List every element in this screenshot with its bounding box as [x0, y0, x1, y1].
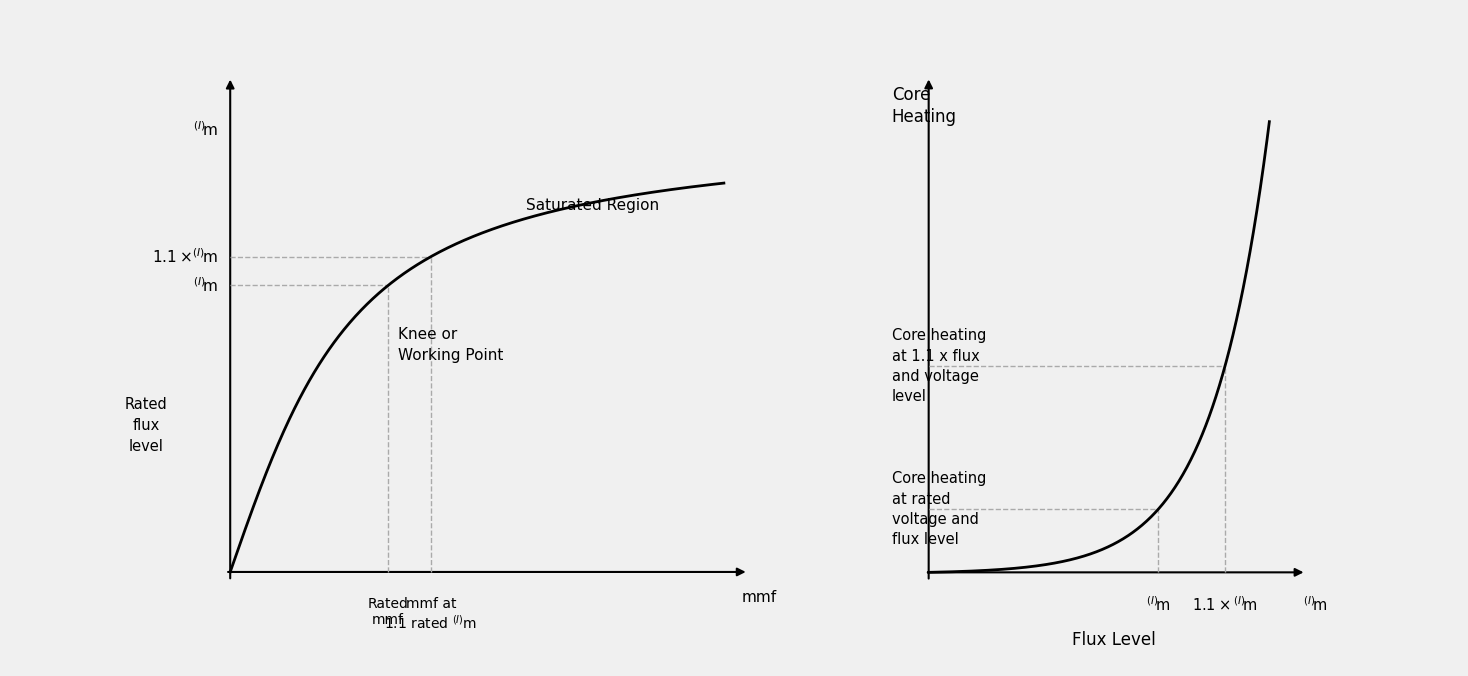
Text: mmf at
1.1 rated $^{(I)}$m: mmf at 1.1 rated $^{(I)}$m — [385, 597, 477, 632]
Text: Rated
mmf: Rated mmf — [368, 597, 408, 627]
Text: Flux Level: Flux Level — [1072, 631, 1155, 649]
Text: $^{(I)}\!$m: $^{(I)}\!$m — [192, 120, 217, 139]
Text: $^{(I)}\!$m: $^{(I)}\!$m — [1302, 595, 1327, 614]
Text: $1.1\times\!^{(I)}\!$m: $1.1\times\!^{(I)}\!$m — [153, 247, 217, 266]
Text: Saturated Region: Saturated Region — [527, 197, 659, 213]
Text: $1.1\times^{(I)}\!$m: $1.1\times^{(I)}\!$m — [1192, 595, 1258, 614]
Text: Rated
flux
level: Rated flux level — [125, 397, 167, 454]
Text: mmf: mmf — [741, 590, 777, 605]
Text: $^{(I)}\!$m: $^{(I)}\!$m — [192, 276, 217, 295]
Text: Knee or
Working Point: Knee or Working Point — [398, 327, 504, 362]
Text: $^{(I)}\!$m: $^{(I)}\!$m — [1147, 595, 1170, 614]
Text: Core
Heating: Core Heating — [891, 86, 957, 126]
Text: Core heating
at 1.1 x flux
and voltage
level: Core heating at 1.1 x flux and voltage l… — [891, 329, 986, 404]
Text: Core heating
at rated
voltage and
flux level: Core heating at rated voltage and flux l… — [891, 471, 986, 548]
